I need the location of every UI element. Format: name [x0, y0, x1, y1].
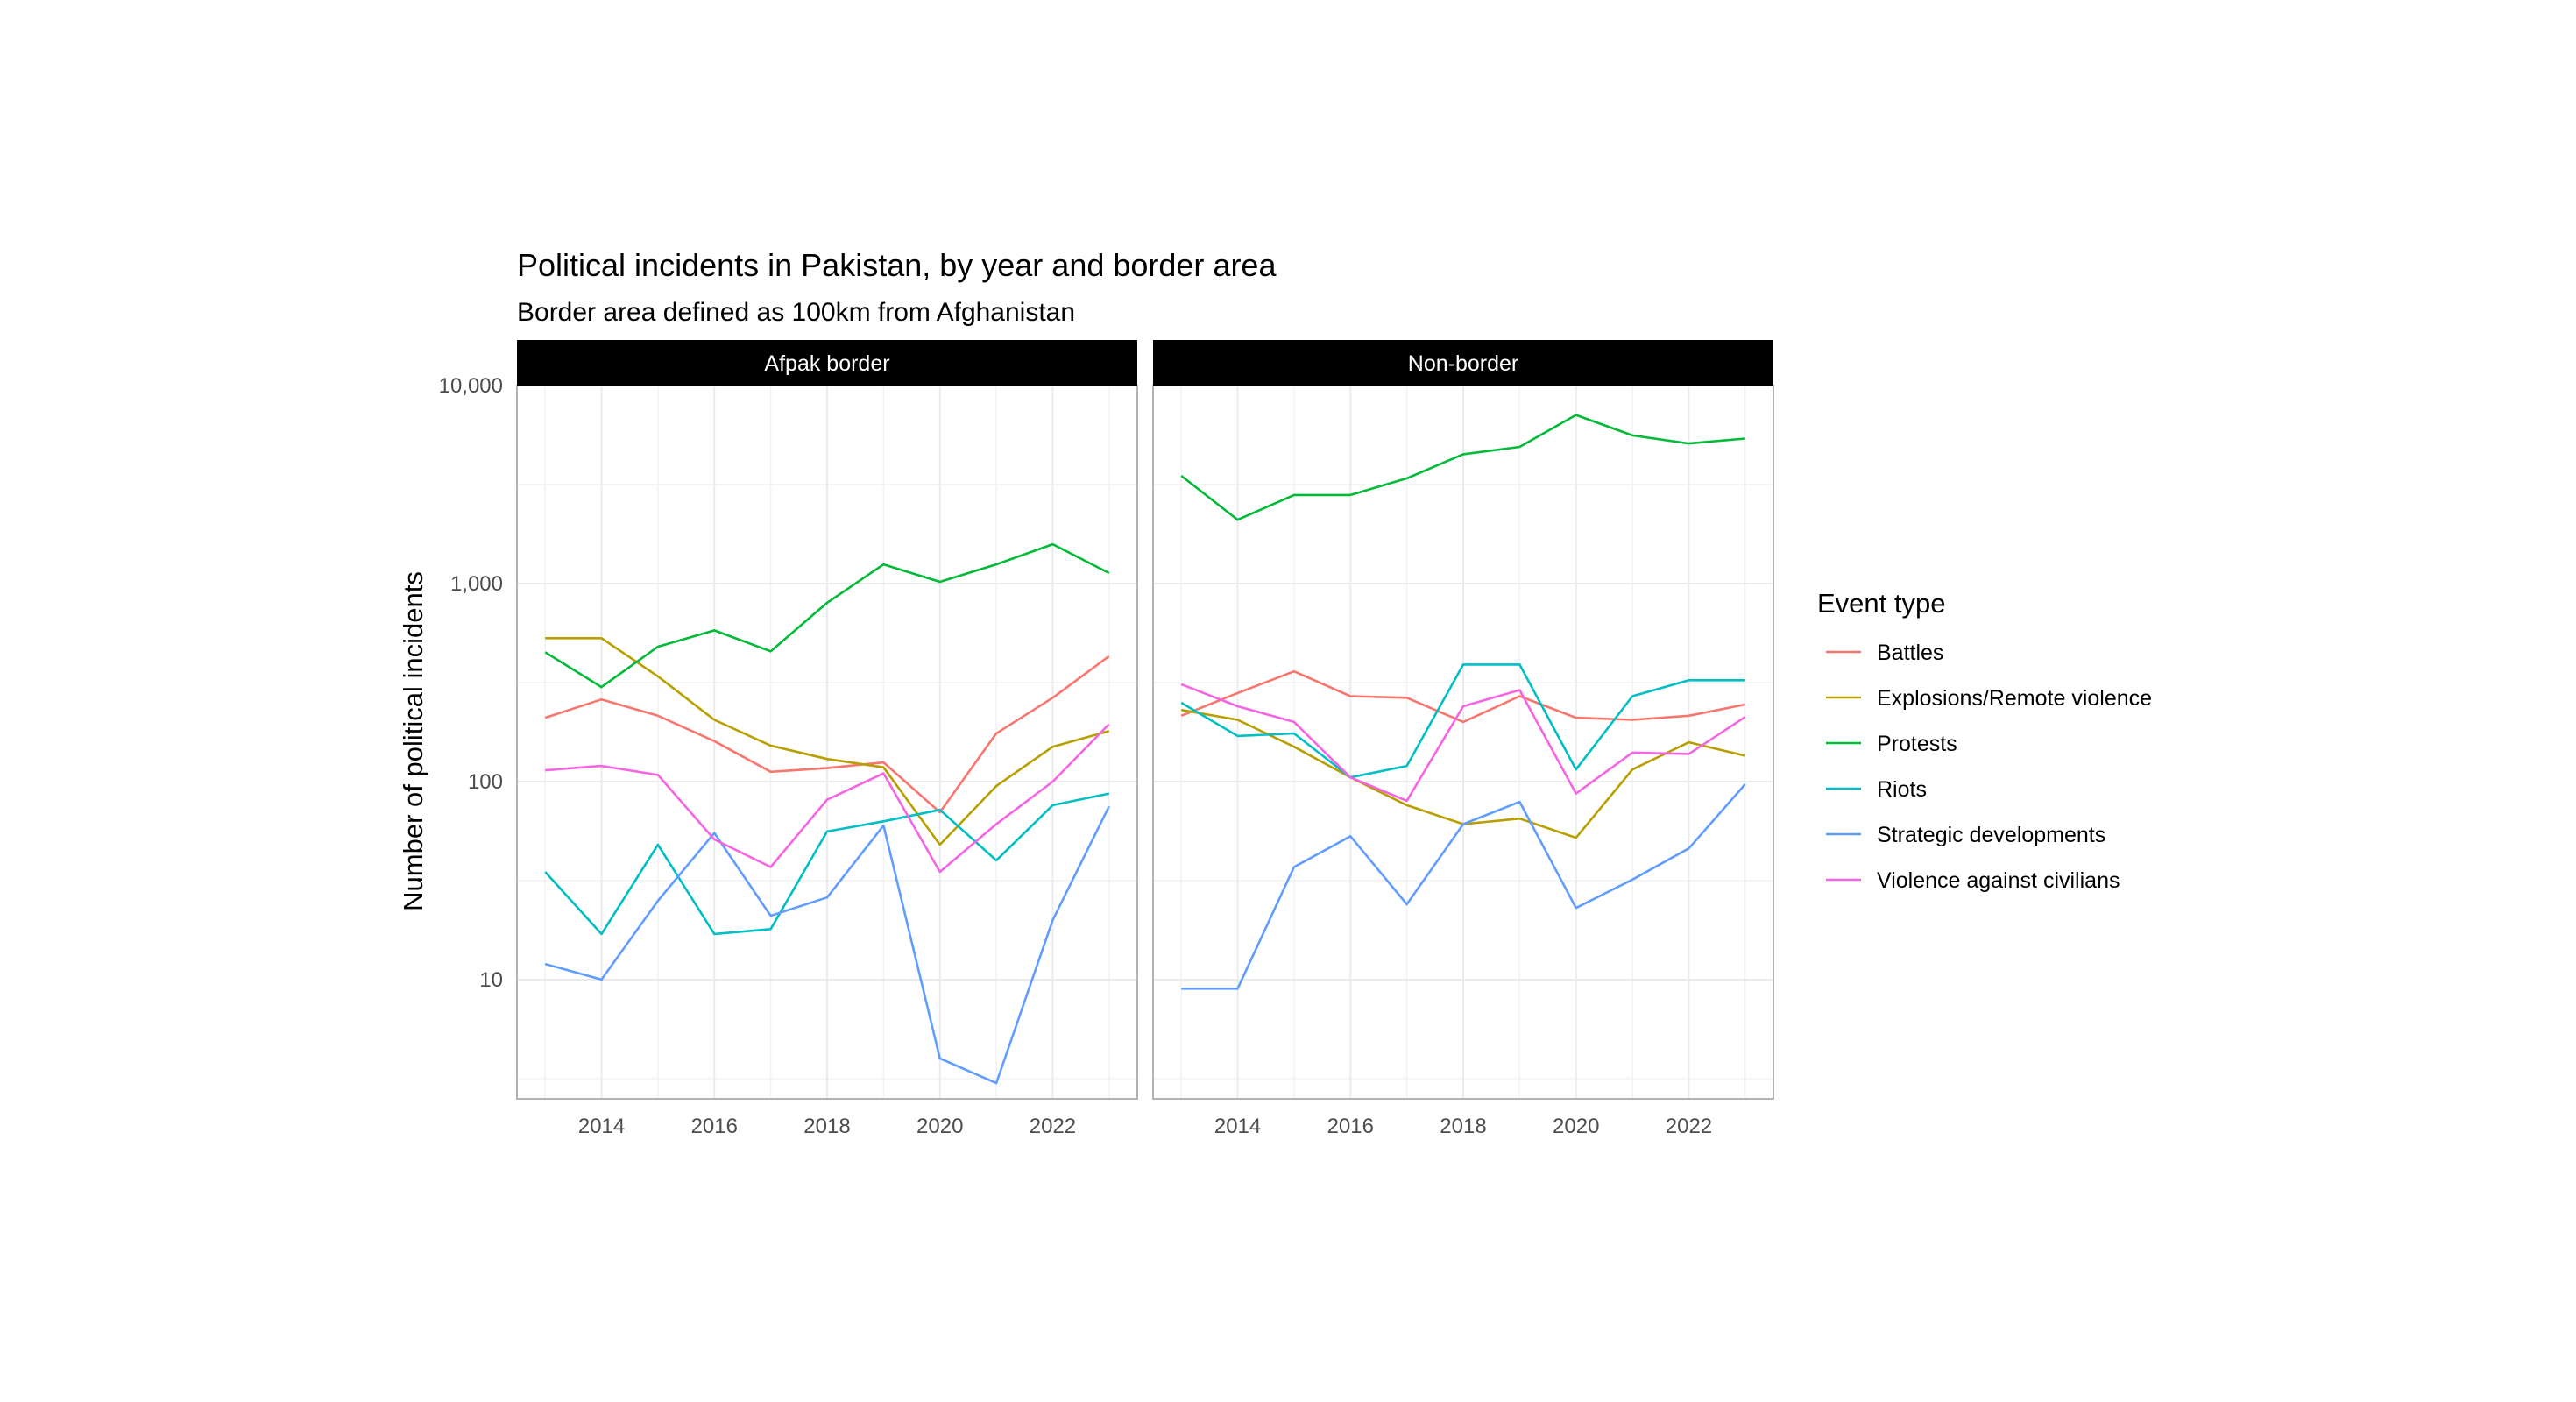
x-tick-label: 2014	[578, 1115, 625, 1138]
facet-strip-label: Afpak border	[764, 351, 889, 376]
x-tick-label: 2022	[1030, 1115, 1076, 1138]
legend: Event type Battles Explosions/Remote viol…	[1817, 588, 2152, 893]
series-line-strategic-developments	[544, 805, 1110, 1085]
legend-item-violence-against-civilians: Violence against civilians	[1826, 868, 2120, 893]
legend-items: Battles Explosions/Remote violence Protest…	[1826, 641, 2152, 893]
x-tick-label: 2016	[691, 1115, 738, 1138]
x-tick-label: 2022	[1666, 1115, 1712, 1138]
legend-item-battles: Battles	[1826, 641, 1943, 665]
legend-label: Violence against civilians	[1877, 868, 2120, 893]
series-line-riots	[1180, 663, 1745, 779]
series-line-explosions-remote-violence	[545, 636, 1110, 846]
legend-label: Riots	[1877, 777, 1927, 802]
y-axis-title: Number of political incidents	[398, 571, 428, 911]
legend-item-strategic-developments: Strategic developments	[1826, 823, 2105, 847]
y-tick-label: 100	[468, 770, 503, 794]
legend-label: Explosions/Remote violence	[1877, 686, 2152, 711]
series-line-strategic-developments	[1181, 783, 1746, 990]
y-tick-label: 10,000	[439, 374, 503, 398]
legend-item-protests: Protests	[1826, 732, 1957, 756]
series-line-protests	[544, 542, 1110, 689]
series-line-battles	[544, 655, 1110, 814]
facet-strip-label: Non-border	[1408, 351, 1518, 376]
y-tick-label: 1,000	[450, 572, 503, 596]
series-line-protests	[1180, 414, 1745, 521]
facet-panels: Afpak border 2014 2016 2018 2020 2022 10 100 1,0…	[439, 340, 1774, 1138]
legend-item-riots: Riots	[1826, 777, 1927, 802]
x-tick-label: 2020	[916, 1115, 963, 1138]
legend-label: Battles	[1877, 641, 1943, 665]
panel-non-border: Non-border 2014 2016 2018 2020 2022	[1152, 340, 1774, 1138]
x-tick-label: 2020	[1553, 1115, 1599, 1138]
legend-title: Event type	[1817, 588, 1945, 619]
series-line-violence-against-civilians	[1180, 683, 1746, 803]
y-tick-label: 10	[479, 968, 503, 992]
x-tick-label: 2016	[1327, 1115, 1374, 1138]
facet-strip	[517, 340, 1137, 386]
panel-afpak-border: Afpak border 2014 2016 2018 2020 2022 10 100 1,0…	[439, 340, 1138, 1138]
series-line-violence-against-civilians	[545, 723, 1110, 874]
x-tick-label: 2018	[803, 1115, 850, 1138]
x-tick-label: 2018	[1440, 1115, 1486, 1138]
legend-label: Strategic developments	[1877, 823, 2105, 847]
chart-subtitle: Border area defined as 100km from Afghan…	[517, 298, 1075, 327]
x-tick-label: 2014	[1214, 1115, 1261, 1138]
facet-strip	[1153, 340, 1773, 386]
chart-title: Political incidents in Pakistan, by year…	[517, 247, 1277, 283]
series-line-battles	[1180, 669, 1746, 724]
series-line-riots	[544, 792, 1110, 936]
legend-label: Protests	[1877, 732, 1957, 756]
legend-item-explosions-remote-violence: Explosions/Remote violence	[1826, 686, 2152, 711]
